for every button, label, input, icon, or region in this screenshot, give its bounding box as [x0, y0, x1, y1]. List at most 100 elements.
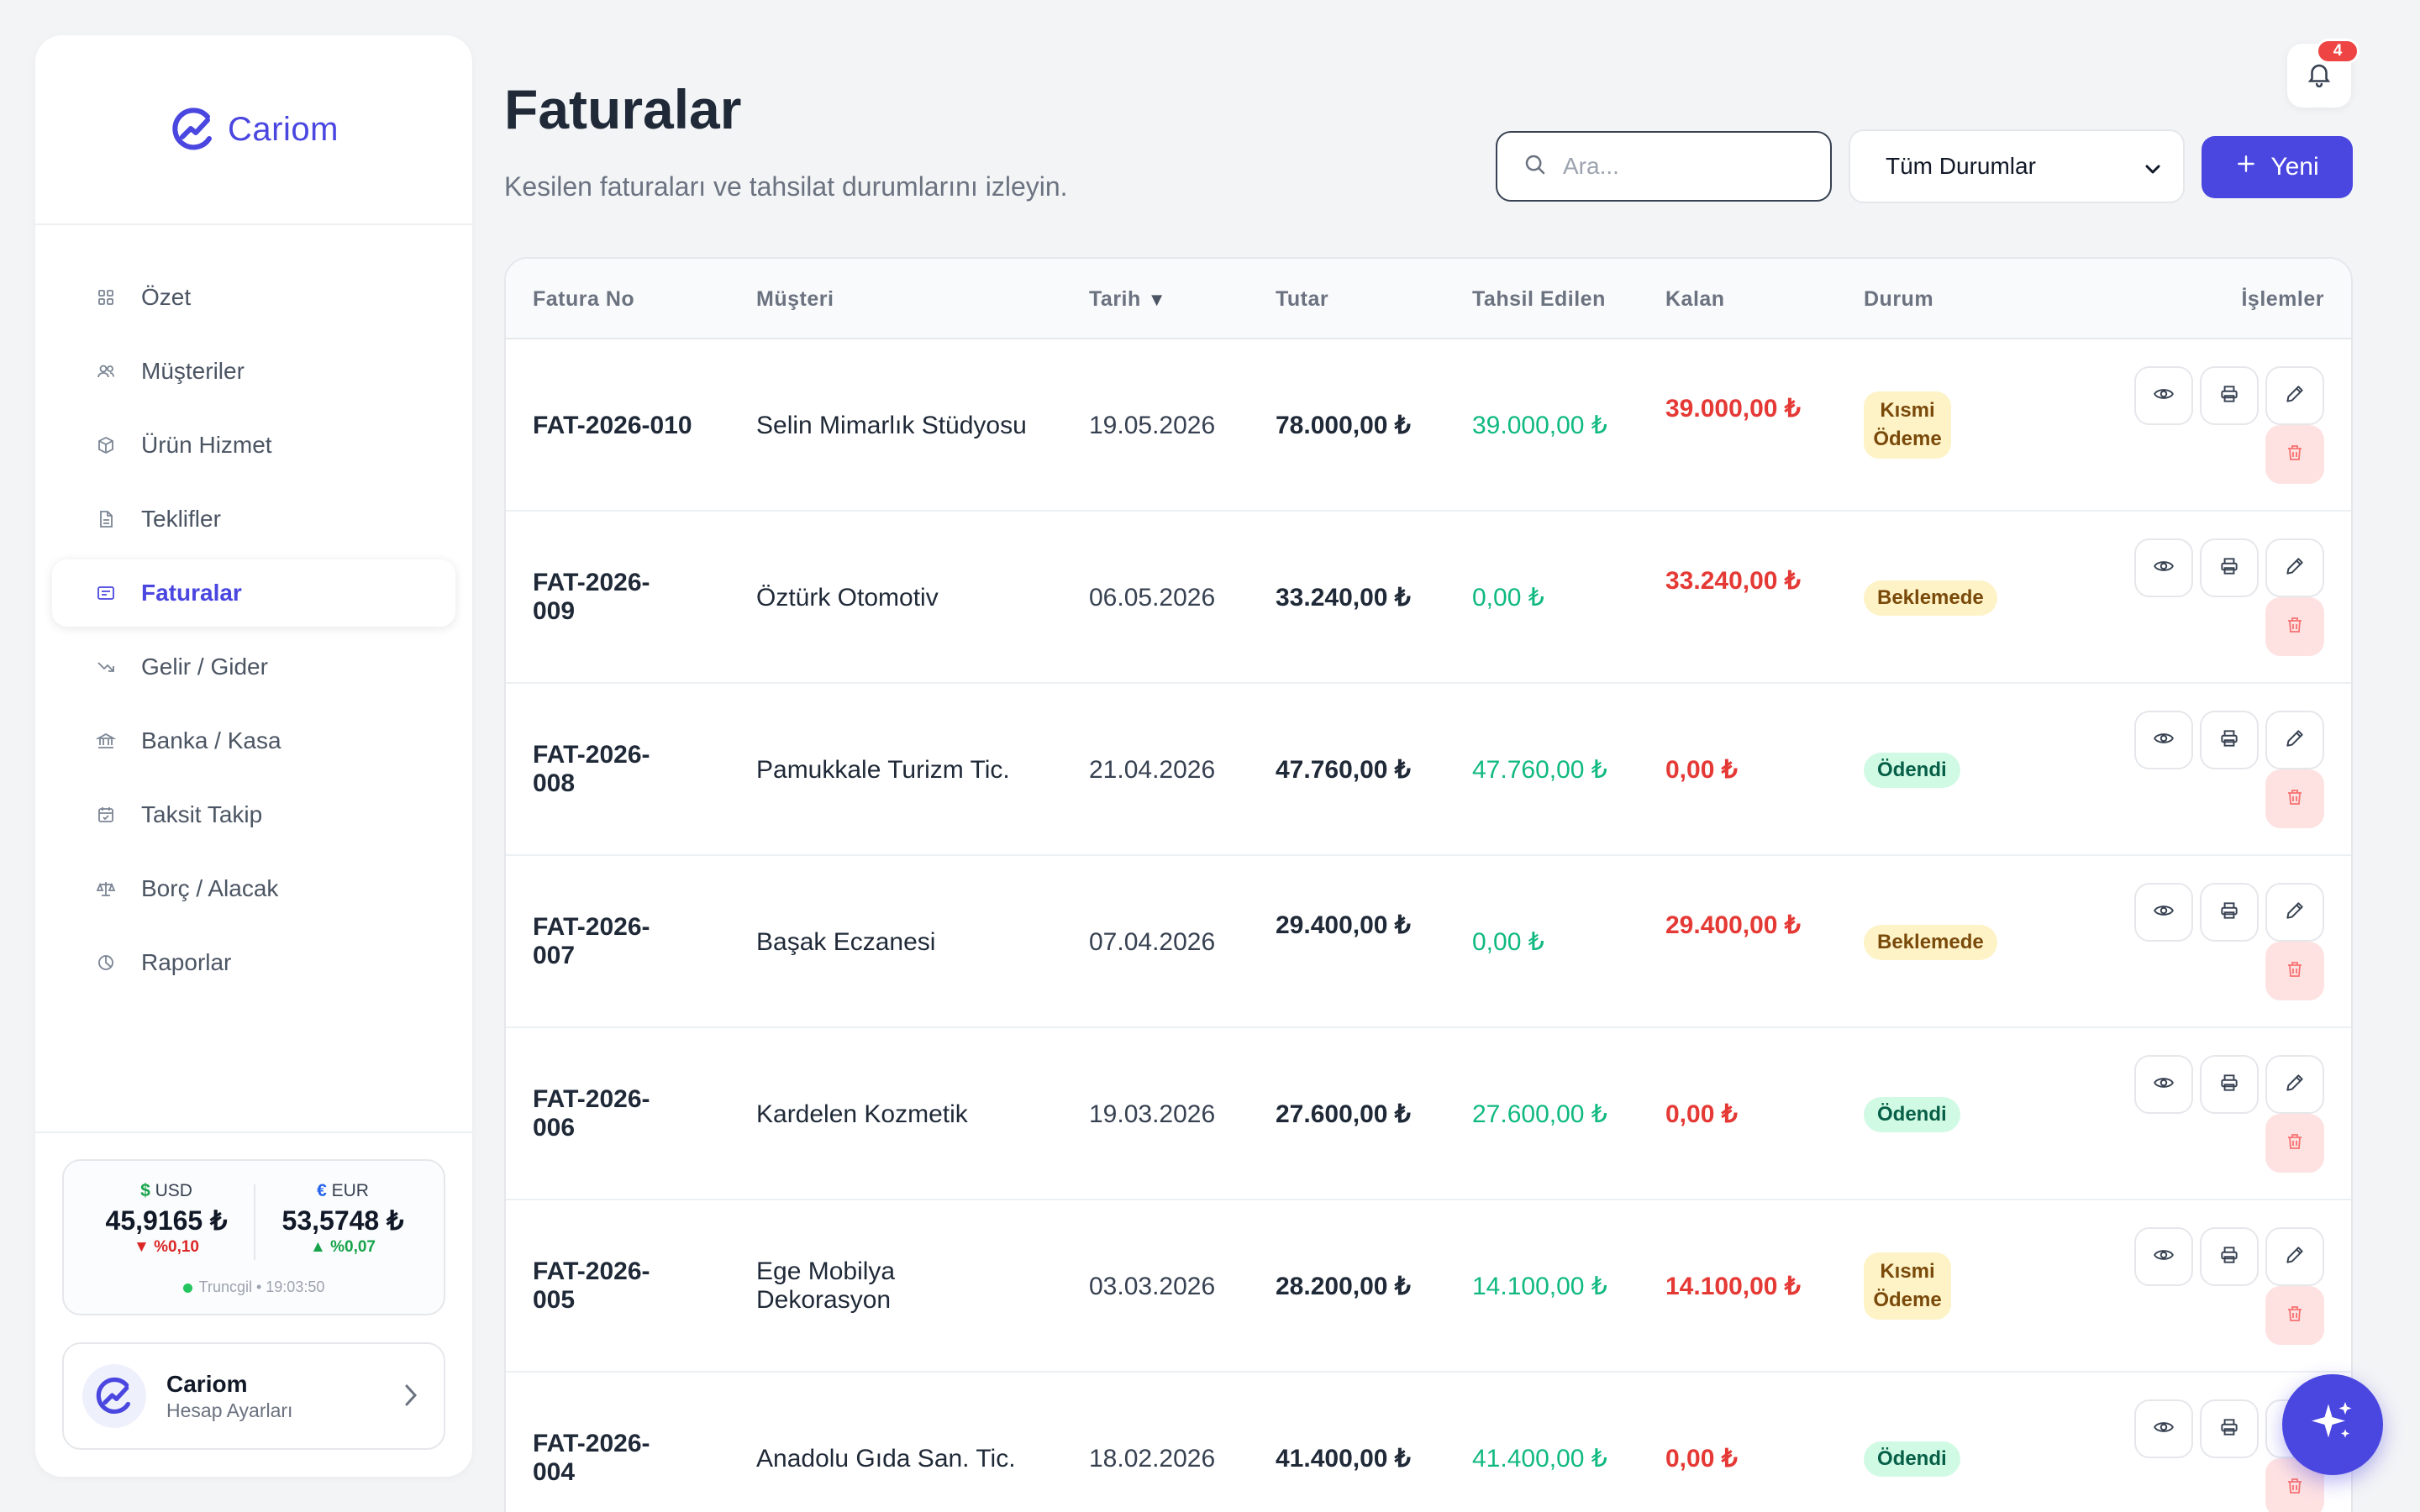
new-invoice-button[interactable]: Yeni — [2202, 136, 2353, 198]
invoice-number: FAT-2026-010 — [533, 412, 692, 439]
account-settings-button[interactable]: Cariom Hesap Ayarları — [62, 1342, 445, 1450]
edit-button[interactable] — [2265, 538, 2324, 597]
print-button[interactable] — [2200, 1399, 2259, 1458]
invoice-number: FAT-2026-009 — [533, 569, 650, 625]
ai-assistant-button[interactable] — [2282, 1374, 2383, 1475]
users-icon — [96, 361, 116, 381]
table-row[interactable]: FAT-2026-007 Başak Eczanesi 07.04.2026 2… — [506, 856, 2351, 1028]
sidebar-item-borc-alacak[interactable]: Borç / Alacak — [52, 855, 455, 922]
calendar-check-icon — [96, 805, 116, 825]
invoice-amount: 28.200,00 ₺ — [1276, 1273, 1411, 1300]
avatar — [82, 1364, 146, 1428]
remaining-amount: 29.400,00 ₺ — [1665, 911, 1801, 939]
customer-name: Anadolu Gıda San. Tic. — [756, 1445, 1016, 1473]
delete-button[interactable] — [2265, 1114, 2324, 1173]
view-button[interactable] — [2134, 1227, 2193, 1286]
status-filter-select[interactable]: Tüm Durumlar — [1849, 129, 2185, 203]
chevron-down-icon — [2143, 158, 2163, 185]
arrow-down-icon: ▼ — [134, 1238, 150, 1256]
sidebar-item-teklifler[interactable]: Teklifler — [52, 486, 455, 553]
search-icon — [1523, 152, 1548, 181]
document-icon — [96, 509, 116, 529]
table-row[interactable]: FAT-2026-010 Selin Mimarlık Stüdyosu 19.… — [506, 339, 2351, 512]
column-amount[interactable]: Tutar — [1276, 287, 1329, 311]
eye-icon — [2153, 900, 2175, 926]
sidebar-item-faturalar[interactable]: Faturalar — [52, 559, 455, 627]
eye-icon — [2153, 1072, 2175, 1098]
invoice-number: FAT-2026-005 — [533, 1257, 650, 1314]
sidebar-item-raporlar[interactable]: Raporlar — [52, 929, 455, 996]
table-row[interactable]: FAT-2026-004 Anadolu Gıda San. Tic. 18.0… — [506, 1373, 2351, 1512]
customer-name: Başak Eczanesi — [756, 928, 936, 956]
delete-button[interactable] — [2265, 1286, 2324, 1345]
column-status[interactable]: Durum — [1864, 287, 1934, 311]
view-button[interactable] — [2134, 883, 2193, 942]
column-customer[interactable]: Müşteri — [756, 287, 834, 311]
sidebar-item-gelir-gider[interactable]: Gelir / Gider — [52, 633, 455, 701]
edit-button[interactable] — [2265, 1055, 2324, 1114]
sidebar-item-banka-kasa[interactable]: Banka / Kasa — [52, 707, 455, 774]
print-button[interactable] — [2200, 538, 2259, 597]
sidebar-item-musteriler[interactable]: Müşteriler — [52, 338, 455, 405]
account-name: Cariom — [166, 1370, 248, 1397]
delete-button[interactable] — [2265, 769, 2324, 828]
sparkles-icon — [2307, 1398, 2358, 1452]
trash-icon — [2285, 443, 2305, 467]
column-date[interactable]: Tarih ▼ — [1089, 287, 1167, 311]
customer-name: Ege Mobilya Dekorasyon — [756, 1257, 896, 1314]
column-invoice-no[interactable]: Fatura No — [533, 287, 635, 311]
grid-icon — [96, 287, 116, 307]
edit-button[interactable] — [2265, 1227, 2324, 1286]
bank-icon — [96, 731, 116, 751]
sidebar-item-ozet[interactable]: Özet — [52, 264, 455, 331]
invoice-number: FAT-2026-004 — [533, 1430, 650, 1486]
customer-name: Öztürk Otomotiv — [756, 584, 939, 612]
collected-amount: 14.100,00 ₺ — [1472, 1273, 1607, 1300]
print-button[interactable] — [2200, 711, 2259, 769]
table-row[interactable]: FAT-2026-008 Pamukkale Turizm Tic. 21.04… — [506, 684, 2351, 856]
print-button[interactable] — [2200, 1055, 2259, 1114]
notifications-button[interactable]: 4 — [2287, 39, 2360, 108]
table-row[interactable]: FAT-2026-005 Ege Mobilya Dekorasyon 03.0… — [506, 1200, 2351, 1373]
invoice-amount: 41.400,00 ₺ — [1276, 1445, 1411, 1473]
logo[interactable]: Cariom — [35, 35, 472, 225]
account-subtitle: Hesap Ayarları — [166, 1399, 293, 1421]
table-row[interactable]: FAT-2026-006 Kardelen Kozmetik 19.03.202… — [506, 1028, 2351, 1200]
trash-icon — [2285, 1131, 2305, 1156]
invoice-date: 03.03.2026 — [1089, 1273, 1216, 1300]
delete-button[interactable] — [2265, 597, 2324, 656]
print-button[interactable] — [2200, 1227, 2259, 1286]
delete-button[interactable] — [2265, 942, 2324, 1000]
collected-amount: 0,00 ₺ — [1472, 928, 1544, 956]
edit-button[interactable] — [2265, 883, 2324, 942]
search-box[interactable] — [1496, 131, 1832, 202]
delete-button[interactable] — [2265, 425, 2324, 484]
eye-icon — [2153, 383, 2175, 409]
view-button[interactable] — [2134, 1055, 2193, 1114]
currency-widget: $ USD 45,9165 ₺ ▼ %0,10 € EUR 53,5748 ₺ … — [62, 1159, 445, 1315]
column-remaining[interactable]: Kalan — [1665, 287, 1725, 311]
edit-button[interactable] — [2265, 366, 2324, 425]
printer-icon — [2218, 1416, 2240, 1442]
view-button[interactable] — [2134, 366, 2193, 425]
trend-down-icon — [96, 657, 116, 677]
collected-amount: 41.400,00 ₺ — [1472, 1445, 1607, 1473]
sidebar-item-urun-hizmet[interactable]: Ürün Hizmet — [52, 412, 455, 479]
cariom-logo-icon — [169, 105, 218, 154]
invoice-date: 07.04.2026 — [1089, 928, 1216, 956]
view-button[interactable] — [2134, 1399, 2193, 1458]
search-input[interactable] — [1563, 153, 1832, 180]
view-button[interactable] — [2134, 711, 2193, 769]
column-collected[interactable]: Tahsil Edilen — [1472, 287, 1606, 311]
view-button[interactable] — [2134, 538, 2193, 597]
sidebar-item-taksit-takip[interactable]: Taksit Takip — [52, 781, 455, 848]
table-row[interactable]: FAT-2026-009 Öztürk Otomotiv 06.05.2026 … — [506, 512, 2351, 684]
edit-button[interactable] — [2265, 711, 2324, 769]
print-button[interactable] — [2200, 366, 2259, 425]
invoice-amount: 78.000,00 ₺ — [1276, 412, 1411, 439]
customer-name: Pamukkale Turizm Tic. — [756, 756, 1010, 784]
status-badge: Ödendi — [1864, 753, 1960, 788]
pencil-icon — [2284, 383, 2306, 409]
eye-icon — [2153, 727, 2175, 753]
print-button[interactable] — [2200, 883, 2259, 942]
